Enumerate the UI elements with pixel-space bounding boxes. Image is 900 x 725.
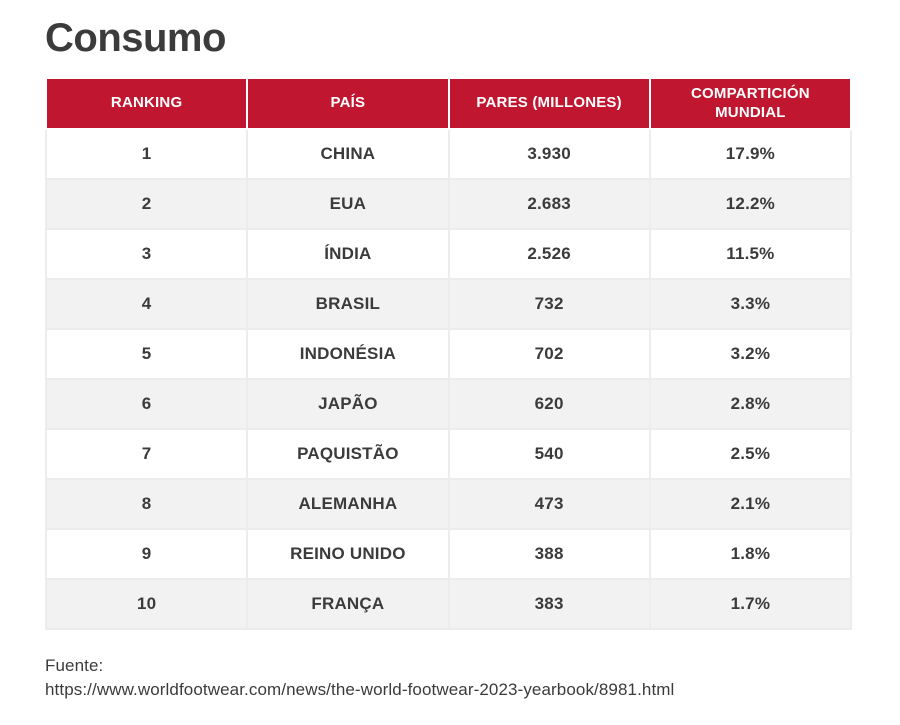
column-header-ranking: RANKING — [44, 77, 249, 130]
table-cell-pais: BRASIL — [246, 278, 450, 330]
table-cell-comparticion: 2.1% — [648, 478, 853, 530]
column-header-pais: PAÍS — [246, 77, 450, 130]
table-cell-ranking: 8 — [44, 478, 249, 530]
table-cell-ranking: 2 — [44, 178, 249, 230]
table-cell-pais: JAPÃO — [246, 378, 450, 430]
table-cell-pares: 540 — [447, 428, 651, 480]
table-header: RANKING PAÍS PARES (MILLONES) COMPARTICI… — [44, 77, 853, 130]
table-row: 2 EUA 2.683 12.2% — [44, 178, 853, 230]
table-cell-pares: 2.683 — [447, 178, 651, 230]
column-header-comparticion: COMPARTICIÓN MUNDIAL — [648, 77, 853, 130]
table-cell-comparticion: 3.3% — [648, 278, 853, 330]
table-cell-comparticion: 2.8% — [648, 378, 853, 430]
table-cell-pares: 473 — [447, 478, 651, 530]
table-header-row: RANKING PAÍS PARES (MILLONES) COMPARTICI… — [44, 77, 853, 130]
table-cell-comparticion: 1.7% — [648, 578, 853, 630]
table-cell-ranking: 5 — [44, 328, 249, 380]
table-cell-comparticion: 17.9% — [648, 128, 853, 180]
column-header-label: RANKING — [110, 94, 183, 112]
table-cell-ranking: 6 — [44, 378, 249, 430]
table-cell-comparticion: 1.8% — [648, 528, 853, 580]
table-row: 8 ALEMANHA 473 2.1% — [44, 478, 853, 530]
table-cell-pais: EUA — [246, 178, 450, 230]
table-cell-pais: PAQUISTÃO — [246, 428, 450, 480]
column-header-pares: PARES (MILLONES) — [447, 77, 651, 130]
table-cell-pares: 3.930 — [447, 128, 651, 180]
table-cell-pais: FRANÇA — [246, 578, 450, 630]
table-cell-comparticion: 12.2% — [648, 178, 853, 230]
table-cell-pares: 383 — [447, 578, 651, 630]
table-cell-comparticion: 11.5% — [648, 228, 853, 280]
consumo-table: RANKING PAÍS PARES (MILLONES) COMPARTICI… — [44, 77, 853, 630]
page-title: Consumo — [45, 16, 226, 60]
table-cell-pares: 2.526 — [447, 228, 651, 280]
table-cell-pares: 388 — [447, 528, 651, 580]
table-cell-comparticion: 2.5% — [648, 428, 853, 480]
table-row: 7 PAQUISTÃO 540 2.5% — [44, 428, 853, 480]
table-cell-pares: 732 — [447, 278, 651, 330]
table-cell-pais: CHINA — [246, 128, 450, 180]
column-header-label: PARES (MILLONES) — [476, 94, 622, 112]
table-row: 5 INDONÉSIA 702 3.2% — [44, 328, 853, 380]
table-row: 9 REINO UNIDO 388 1.8% — [44, 528, 853, 580]
table-cell-pares: 620 — [447, 378, 651, 430]
column-header-label: COMPARTICIÓN MUNDIAL — [690, 84, 810, 121]
table-cell-pais: REINO UNIDO — [246, 528, 450, 580]
column-header-label: PAÍS — [330, 94, 366, 112]
source-note: Fuente: https://www.worldfootwear.com/ne… — [45, 654, 674, 702]
table-row: 3 ÍNDIA 2.526 11.5% — [44, 228, 853, 280]
table-row: 1 CHINA 3.930 17.9% — [44, 128, 853, 180]
table-cell-ranking: 4 — [44, 278, 249, 330]
table-cell-pais: INDONÉSIA — [246, 328, 450, 380]
table-cell-ranking: 9 — [44, 528, 249, 580]
table-row: 10 FRANÇA 383 1.7% — [44, 578, 853, 630]
table-row: 4 BRASIL 732 3.3% — [44, 278, 853, 330]
table-body: 1 CHINA 3.930 17.9% 2 EUA 2.683 12.2% 3 ÍNDIA 2.52… — [44, 128, 853, 630]
table-cell-pares: 702 — [447, 328, 651, 380]
table-cell-ranking: 3 — [44, 228, 249, 280]
table-cell-ranking: 10 — [44, 578, 249, 630]
table-cell-comparticion: 3.2% — [648, 328, 853, 380]
table-row: 6 JAPÃO 620 2.8% — [44, 378, 853, 430]
table-cell-pais: ÍNDIA — [246, 228, 450, 280]
table-cell-ranking: 7 — [44, 428, 249, 480]
source-label: Fuente: — [45, 656, 104, 675]
table-cell-ranking: 1 — [44, 128, 249, 180]
table-cell-pais: ALEMANHA — [246, 478, 450, 530]
source-url: https://www.worldfootwear.com/news/the-w… — [45, 680, 675, 699]
